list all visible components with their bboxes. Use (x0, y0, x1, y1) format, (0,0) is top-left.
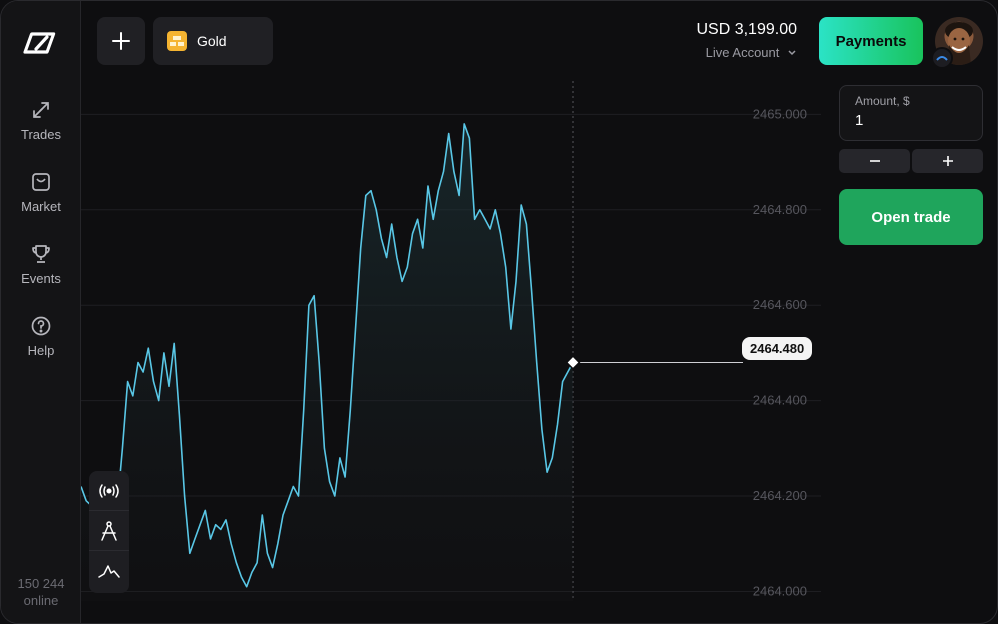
asset-selector[interactable]: Gold (153, 17, 273, 65)
price-area (81, 123, 573, 601)
broadcast-icon (99, 483, 119, 498)
nav-item-trades[interactable]: Trades (1, 99, 81, 142)
price-line (81, 123, 574, 588)
shopping-bag-icon (32, 173, 50, 191)
chevron-down-icon (788, 50, 796, 56)
signals-tool-button[interactable] (89, 471, 129, 511)
nav-label: Trades (21, 127, 61, 142)
drawing-tool-button[interactable] (89, 511, 129, 551)
gold-bars-icon (167, 31, 187, 51)
payments-button[interactable]: Payments (819, 17, 923, 65)
plus-icon (112, 32, 130, 50)
balance-amount: USD 3,199.00 (696, 21, 797, 38)
y-tick-label: 2465.000 (753, 106, 807, 121)
y-tick-label: 2464.200 (753, 488, 807, 503)
online-counter: 150 244 online (1, 575, 81, 609)
online-count: 150 244 (17, 576, 65, 591)
plus-icon (942, 156, 953, 166)
increase-amount-button[interactable] (912, 149, 983, 173)
current-price-marker (565, 355, 581, 370)
amount-input[interactable] (855, 112, 955, 129)
nav-label: Help (27, 343, 55, 358)
amount-stepper (839, 149, 983, 173)
trades-arrows-icon (33, 102, 49, 118)
y-tick-label: 2464.800 (753, 202, 807, 217)
compass-icon (101, 520, 117, 541)
account-type-dropdown[interactable]: Live Account (597, 45, 797, 60)
online-label: online (23, 593, 59, 608)
price-chart[interactable]: 2465.000 2464.800 2464.600 2464.400 2464.200… (81, 81, 821, 601)
avatar[interactable] (935, 17, 983, 65)
y-tick-label: 2464.000 (753, 583, 807, 598)
nav-item-market[interactable]: Market (1, 171, 81, 214)
chart-tools (89, 471, 129, 593)
sidebar: Trades Market Events Help 150 244 online (1, 1, 81, 623)
amount-label: Amount, $ (855, 94, 910, 108)
account-balance[interactable]: USD 3,199.00 Live Account (597, 21, 797, 60)
y-tick-label: 2464.600 (753, 297, 807, 312)
trophy-icon (32, 245, 50, 263)
y-tick-label: 2464.400 (753, 393, 807, 408)
asset-name: Gold (197, 33, 227, 49)
brand-logo-icon[interactable] (23, 31, 59, 55)
nav-item-help[interactable]: Help (1, 315, 81, 358)
add-asset-button[interactable] (97, 17, 145, 65)
indicator-wave-icon (98, 565, 120, 578)
nav-label: Events (21, 271, 61, 286)
decrease-amount-button[interactable] (839, 149, 910, 173)
indicators-tool-button[interactable] (89, 551, 129, 591)
minus-icon (869, 160, 880, 162)
help-question-icon (31, 316, 51, 336)
open-trade-button[interactable]: Open trade (839, 189, 983, 245)
current-price-label: 2464.480 (742, 337, 813, 360)
account-status-badge (931, 47, 953, 69)
nav-item-events[interactable]: Events (1, 243, 81, 286)
account-type: Live Account (705, 45, 780, 60)
nav-label: Market (21, 199, 61, 214)
amount-field[interactable]: Amount, $ (839, 85, 983, 141)
